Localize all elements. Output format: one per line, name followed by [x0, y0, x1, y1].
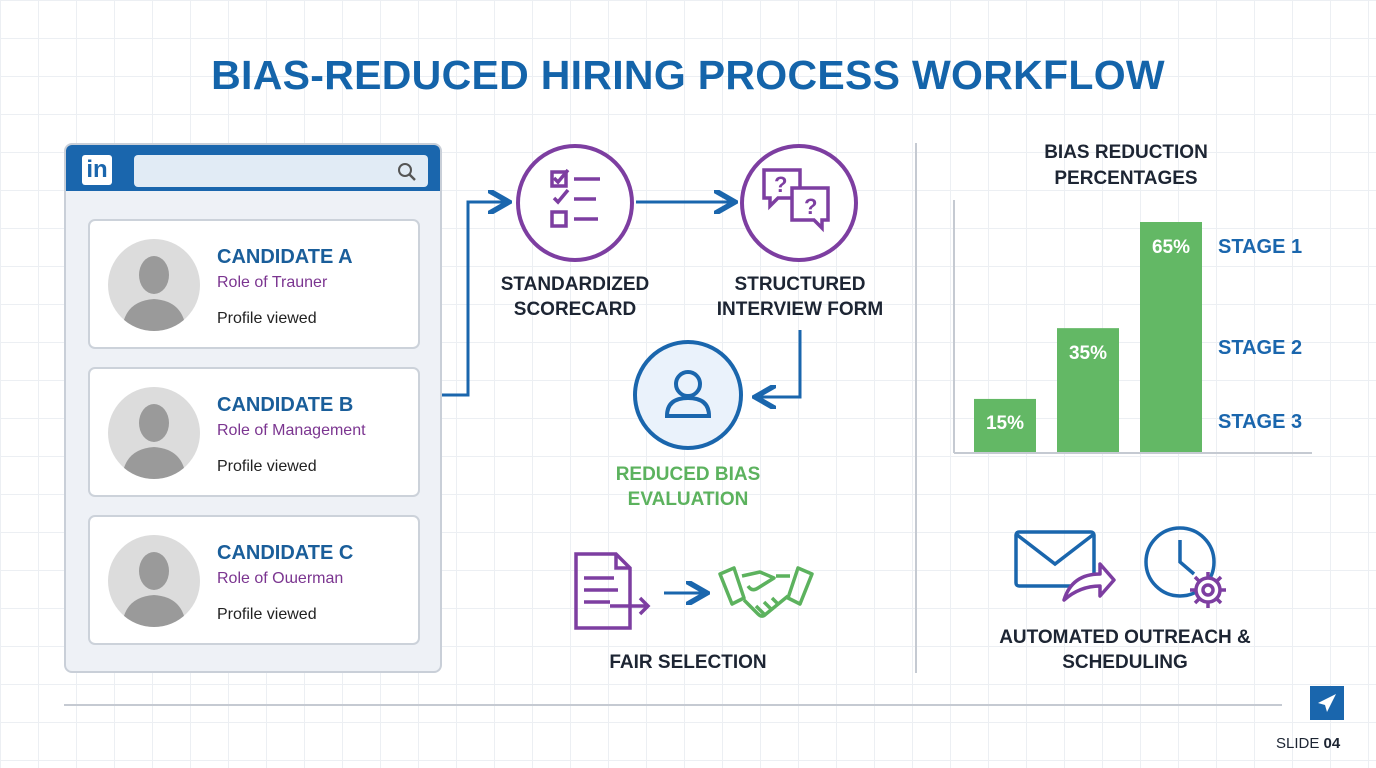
selection-label: FAIR SELECTION: [609, 652, 767, 673]
candidate-card[interactable]: CANDIDATE C Role of Oɯerman Profile view…: [88, 515, 420, 645]
stage-label: STAGE 1: [1218, 236, 1302, 258]
bar: [1057, 328, 1119, 452]
slide-prefix: SLIDE: [1276, 735, 1320, 752]
bar-label: 35%: [1069, 343, 1107, 364]
divider: [915, 143, 917, 673]
slide-number: SLIDE 04: [1276, 735, 1340, 752]
scorecard-label: STANDARDIZED SCORECARD: [500, 274, 650, 320]
send-logo-icon: [1310, 686, 1344, 720]
page-title: BIAS-REDUCED HIRING PROCESS WORKFLOW: [211, 52, 1165, 98]
linkedin-logo: in: [82, 155, 112, 185]
avatar: [108, 387, 200, 479]
slide-num-value: 04: [1323, 735, 1341, 752]
handshake-icon: [718, 566, 814, 618]
candidate-name: CANDIDATE C: [217, 542, 354, 564]
avatar: [108, 535, 200, 627]
stage-label: STAGE 3: [1218, 411, 1302, 433]
candidate-status: Profile viewed: [217, 606, 317, 623]
search-icon[interactable]: [396, 161, 418, 183]
candidate-role: Role of Oɯerman: [217, 570, 344, 587]
bar-label: 65%: [1152, 237, 1190, 258]
outreach-label: AUTOMATED OUTREACH & SCHEDULING: [999, 627, 1251, 673]
email-send-icon: [1014, 530, 1116, 602]
candidate-card[interactable]: CANDIDATE B Role of Management Profile v…: [88, 367, 420, 497]
bar: [1140, 222, 1202, 452]
stage-label: STAGE 2: [1218, 337, 1302, 359]
clock-gear-icon: [1144, 526, 1226, 608]
candidate-name: CANDIDATE A: [217, 246, 353, 268]
candidate-name: CANDIDATE B: [217, 394, 354, 416]
svg-text:?: ?: [774, 172, 787, 197]
avatar: [108, 239, 200, 331]
candidate-role: Role of Trauner: [217, 274, 328, 291]
candidate-card[interactable]: CANDIDATE A Role of Trauner Profile view…: [88, 219, 420, 349]
browser-header: in: [66, 145, 440, 191]
evaluation-label: REDUCED BIAS EVALUATION: [615, 464, 761, 510]
search-input[interactable]: [134, 155, 428, 187]
footer-divider: [64, 704, 1282, 706]
user-evaluation-icon: [633, 340, 743, 450]
bar: [974, 398, 1036, 452]
candidate-status: Profile viewed: [217, 310, 317, 327]
scorecard-icon: [516, 144, 634, 262]
interview-label: STRUCTURED INTERVIEW FORM: [716, 274, 884, 320]
document-icon: [574, 552, 651, 630]
interview-chat-icon: ??: [740, 144, 858, 262]
candidate-status: Profile viewed: [217, 458, 317, 475]
linkedin-window: in CANDIDATE A Role of Trauner Profile v…: [64, 143, 442, 673]
candidate-role: Role of Management: [217, 422, 366, 439]
chart-title: BIAS REDUCTION PERCENTAGES: [1044, 142, 1208, 189]
bar-label: 15%: [986, 413, 1024, 434]
svg-text:?: ?: [804, 194, 817, 219]
